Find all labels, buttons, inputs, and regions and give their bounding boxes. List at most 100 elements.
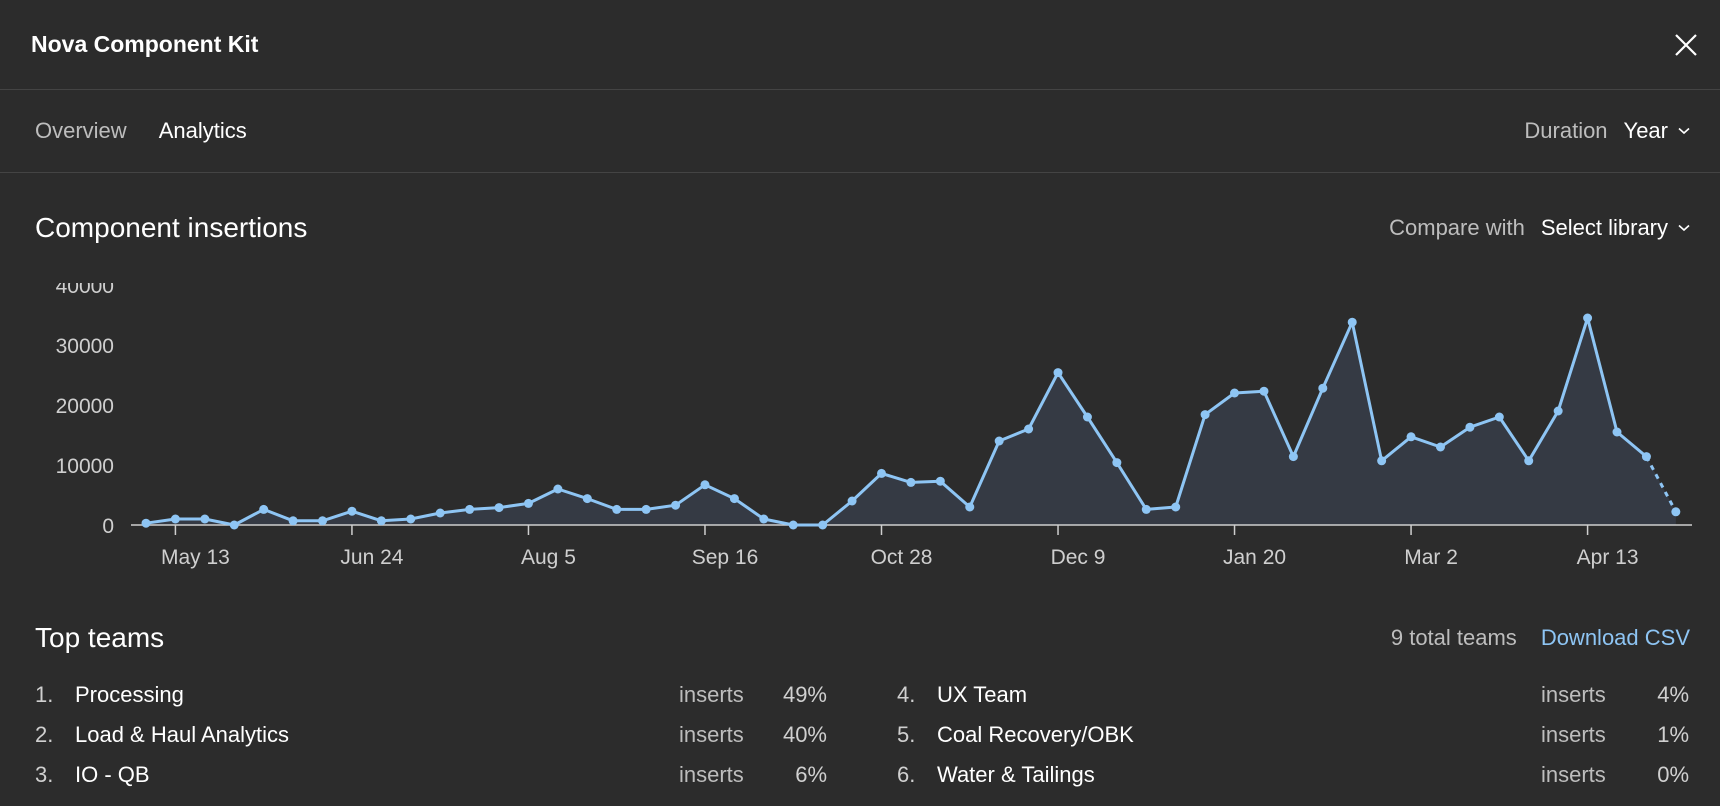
y-tick-label: 40000 — [56, 283, 114, 298]
data-point — [1347, 317, 1357, 327]
compare-label: Compare with — [1389, 215, 1525, 240]
page-title: Nova Component Kit — [31, 31, 259, 57]
chart-header: Component insertions Compare with Select… — [0, 173, 1720, 283]
data-point — [347, 506, 357, 516]
team-row[interactable]: 6. Water & Tailings inserts 0% — [897, 755, 1689, 795]
tab-overview[interactable]: Overview — [35, 118, 127, 143]
team-rank: 6. — [897, 762, 916, 787]
data-point — [847, 496, 857, 506]
data-point — [788, 520, 798, 530]
data-point — [494, 503, 504, 513]
team-row[interactable]: 4. UX Team inserts 4% — [897, 675, 1689, 715]
team-metric: inserts — [679, 722, 744, 747]
data-point — [465, 504, 475, 514]
data-point — [759, 514, 769, 524]
data-point — [1406, 432, 1416, 442]
duration-value: Year — [1623, 118, 1668, 143]
data-point — [376, 516, 386, 526]
x-tick-label: Apr 13 — [1577, 546, 1639, 569]
team-row[interactable]: 2. Load & Haul Analytics inserts 40% — [35, 715, 827, 755]
data-point — [1171, 502, 1181, 512]
team-row[interactable]: 1. Processing inserts 49% — [35, 675, 827, 715]
data-point — [1318, 383, 1328, 393]
team-rank: 2. — [35, 722, 54, 747]
y-tick-label: 10000 — [56, 455, 114, 478]
teams-title: Top teams — [35, 622, 165, 653]
team-metric: inserts — [1541, 682, 1606, 707]
data-point — [965, 502, 975, 512]
total-teams: 9 total teams — [1390, 625, 1517, 650]
x-tick-label: Aug 5 — [521, 546, 576, 569]
data-point — [1465, 422, 1475, 432]
close-icon — [1675, 33, 1697, 56]
y-tick-label: 30000 — [56, 335, 114, 358]
team-percent: 4% — [1657, 682, 1689, 707]
data-point — [906, 477, 916, 487]
team-name: Water & Tailings — [937, 762, 1095, 787]
chart-title: Component insertions — [35, 212, 308, 243]
team-row[interactable]: 5. Coal Recovery/OBK inserts 1% — [897, 715, 1689, 755]
data-point — [1024, 424, 1034, 434]
data-point — [435, 508, 445, 518]
data-point — [1230, 388, 1240, 398]
duration-control: Duration Year — [1524, 118, 1690, 144]
team-name: IO - QB — [75, 762, 150, 787]
data-point — [1259, 386, 1269, 396]
teams-column-left: 1. Processing inserts 49% 2. Load & Haul… — [35, 675, 827, 795]
close-button[interactable] — [1674, 33, 1698, 57]
data-point — [523, 498, 533, 508]
team-name: Coal Recovery/OBK — [937, 722, 1134, 747]
teams-column-right: 4. UX Team inserts 4% 5. Coal Recovery/O… — [897, 675, 1689, 795]
chevron-down-icon — [1678, 224, 1690, 232]
data-point — [1082, 412, 1092, 422]
data-point — [729, 494, 739, 504]
compare-dropdown[interactable]: Select library — [1541, 215, 1690, 241]
team-rank: 5. — [897, 722, 916, 747]
data-point — [1671, 507, 1681, 517]
teams-list: 1. Processing inserts 49% 2. Load & Haul… — [35, 675, 1690, 795]
download-csv-link[interactable]: Download CSV — [1540, 625, 1690, 650]
team-name: UX Team — [937, 682, 1028, 707]
team-rank: 1. — [35, 682, 54, 707]
team-metric: inserts — [679, 682, 744, 707]
data-point — [141, 518, 151, 528]
data-point — [641, 504, 651, 514]
data-point — [1583, 313, 1593, 323]
data-point — [1612, 427, 1622, 437]
tab-analytics[interactable]: Analytics — [158, 118, 247, 143]
data-point — [259, 504, 269, 514]
data-point — [612, 504, 622, 514]
data-point — [671, 500, 681, 510]
team-name: Processing — [75, 682, 184, 707]
x-tick-label: Sep 16 — [692, 546, 759, 569]
y-tick-label: 0 — [102, 515, 114, 538]
data-point — [1553, 406, 1563, 416]
team-metric: inserts — [679, 762, 744, 787]
team-row[interactable]: 3. IO - QB inserts 6% — [35, 755, 827, 795]
data-point — [1200, 410, 1210, 420]
team-percent: 49% — [782, 682, 827, 707]
compare-value: Select library — [1540, 215, 1668, 240]
x-tick-label: Jan 20 — [1223, 546, 1286, 569]
data-point — [1435, 442, 1445, 452]
modal-header: Nova Component Kit — [0, 0, 1720, 90]
team-percent: 1% — [1657, 722, 1689, 747]
data-point — [1053, 368, 1063, 378]
data-point — [1641, 452, 1651, 462]
data-point — [288, 516, 298, 526]
tab-bar: Overview Analytics Duration Year — [0, 90, 1720, 173]
data-point — [229, 520, 239, 530]
compare-control: Compare with Select library — [1389, 215, 1690, 241]
data-point — [200, 514, 210, 524]
y-tick-label: 20000 — [56, 395, 114, 418]
data-point — [553, 484, 563, 494]
data-point — [170, 514, 180, 524]
teams-meta: 9 total teams Download CSV — [1391, 625, 1690, 651]
data-point — [1288, 452, 1298, 462]
duration-label: Duration — [1524, 118, 1608, 143]
team-metric: inserts — [1541, 722, 1606, 747]
team-name: Load & Haul Analytics — [75, 722, 290, 747]
duration-dropdown[interactable]: Year — [1624, 118, 1690, 144]
x-tick-label: Oct 28 — [871, 546, 933, 569]
insertions-chart: 40000 30000 20000 10000 0 May 13 Jun 24 Aug 5 Se… — [56, 283, 1692, 569]
